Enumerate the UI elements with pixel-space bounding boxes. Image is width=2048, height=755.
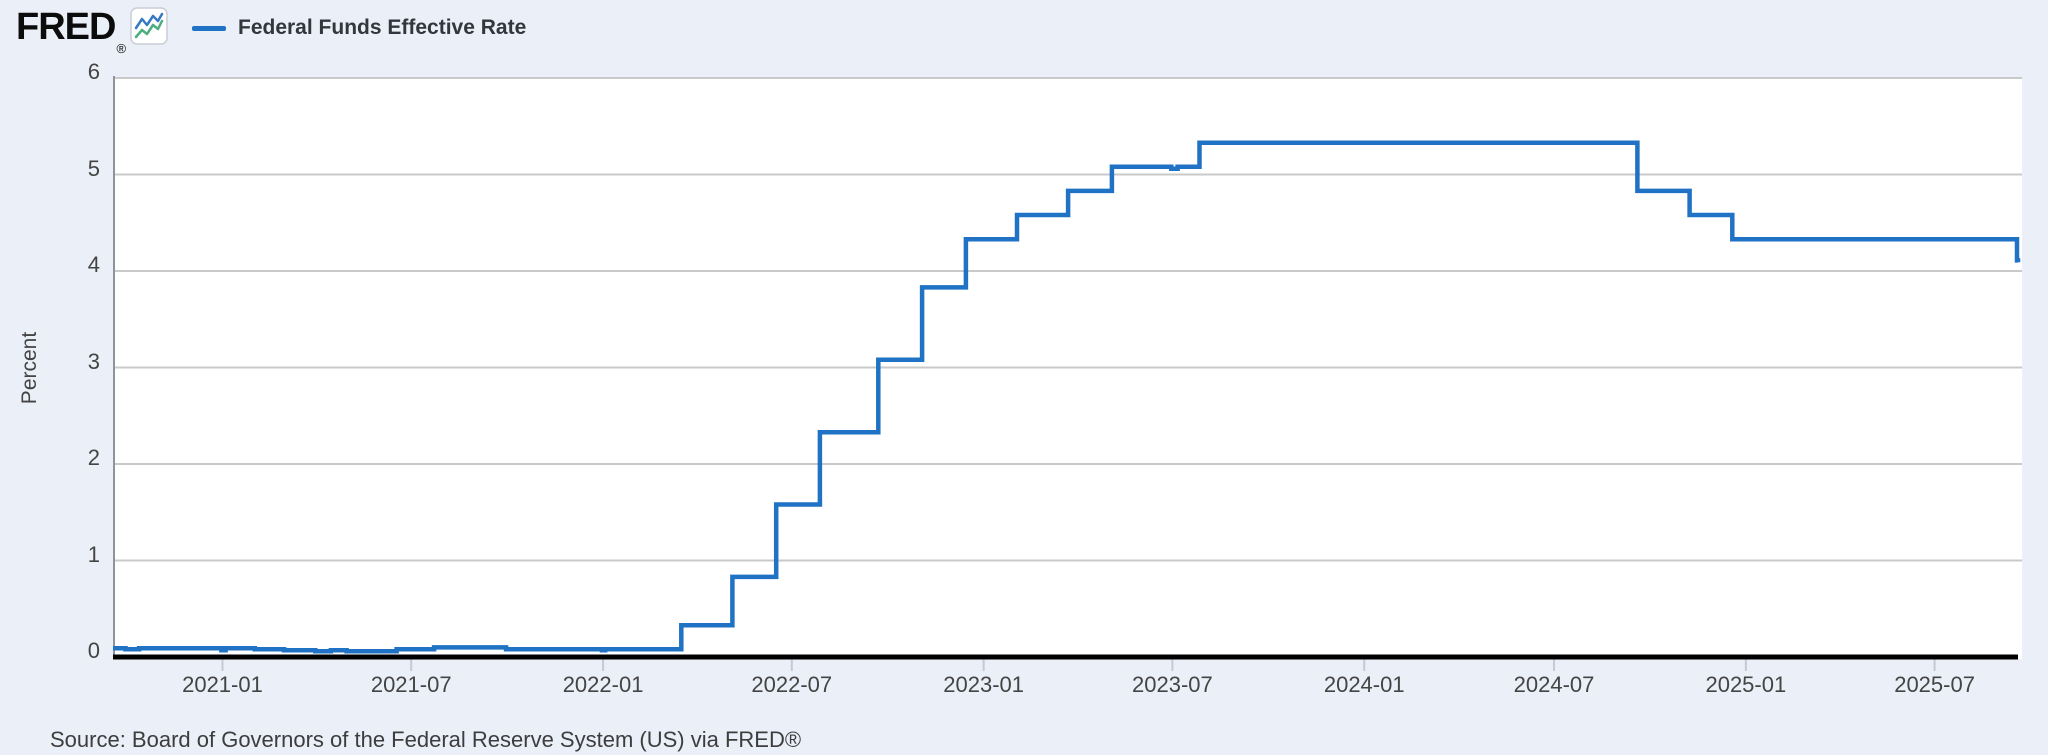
registered-trademark: ® [116,41,126,56]
source-attribution: Source: Board of Governors of the Federa… [50,727,802,752]
x-tick-label-2024-07: 2024-07 [1513,672,1595,697]
y-tick-label-6: 6 [87,59,100,84]
x-tick-label-2025-01: 2025-01 [1705,672,1787,697]
y-tick-label-4: 4 [87,252,100,277]
y-tick-label-0: 0 [87,638,100,663]
fred-logo[interactable]: FRED® [16,6,126,56]
x-tick-label-2021-01: 2021-01 [182,672,263,697]
x-tick-label-2021-07: 2021-07 [370,672,452,697]
x-axis-line [113,654,2018,660]
series-line-federal-funds-effective-rate[interactable] [113,140,2021,654]
y-tick-label-2: 2 [87,445,100,470]
legend-line-swatch [192,25,226,31]
chart-legend: Federal Funds Effective Rate [192,14,526,42]
x-tick-label-2023-01: 2023-01 [943,672,1025,697]
x-tick-label-2025-07: 2025-07 [1894,672,1975,697]
fred-logo-text: FRED [16,6,116,48]
x-tick-label-2024-01: 2024-01 [1323,672,1405,697]
x-tick-label-2022-01: 2022-01 [562,672,644,697]
x-tick-label-2023-07: 2023-07 [1132,672,1213,697]
x-tick-label-2022-07: 2022-07 [751,672,833,697]
y-tick-label-1: 1 [87,541,100,567]
legend-series-label[interactable]: Federal Funds Effective Rate [238,16,527,39]
y-tick-label-5: 5 [87,155,100,181]
y-tick-label-3: 3 [87,348,100,374]
